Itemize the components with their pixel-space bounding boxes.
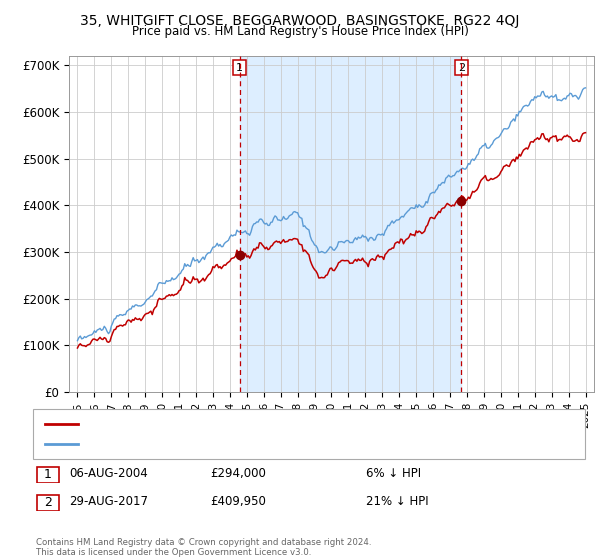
Text: £409,950: £409,950 — [210, 494, 266, 508]
Text: Price paid vs. HM Land Registry's House Price Index (HPI): Price paid vs. HM Land Registry's House … — [131, 25, 469, 38]
Bar — [240, 56, 461, 392]
Text: Contains HM Land Registry data © Crown copyright and database right 2024.
This d: Contains HM Land Registry data © Crown c… — [36, 538, 371, 557]
Text: 1: 1 — [44, 468, 52, 482]
Text: 6% ↓ HPI: 6% ↓ HPI — [366, 466, 421, 480]
Text: 29-AUG-2017: 29-AUG-2017 — [69, 494, 148, 508]
FancyBboxPatch shape — [37, 495, 59, 511]
Text: 35, WHITGIFT CLOSE, BEGGARWOOD, BASINGSTOKE, RG22 4QJ: 35, WHITGIFT CLOSE, BEGGARWOOD, BASINGST… — [80, 14, 520, 28]
Text: 1: 1 — [236, 63, 243, 73]
Text: 06-AUG-2004: 06-AUG-2004 — [69, 466, 148, 480]
FancyBboxPatch shape — [37, 467, 59, 483]
Text: 2: 2 — [458, 63, 465, 73]
Text: 2: 2 — [44, 496, 52, 510]
Text: 21% ↓ HPI: 21% ↓ HPI — [366, 494, 428, 508]
Text: HPI: Average price, detached house, Basingstoke and Deane: HPI: Average price, detached house, Basi… — [87, 439, 418, 449]
Text: £294,000: £294,000 — [210, 466, 266, 480]
Text: 35, WHITGIFT CLOSE, BEGGARWOOD, BASINGSTOKE, RG22 4QJ (detached house): 35, WHITGIFT CLOSE, BEGGARWOOD, BASINGST… — [87, 419, 533, 430]
